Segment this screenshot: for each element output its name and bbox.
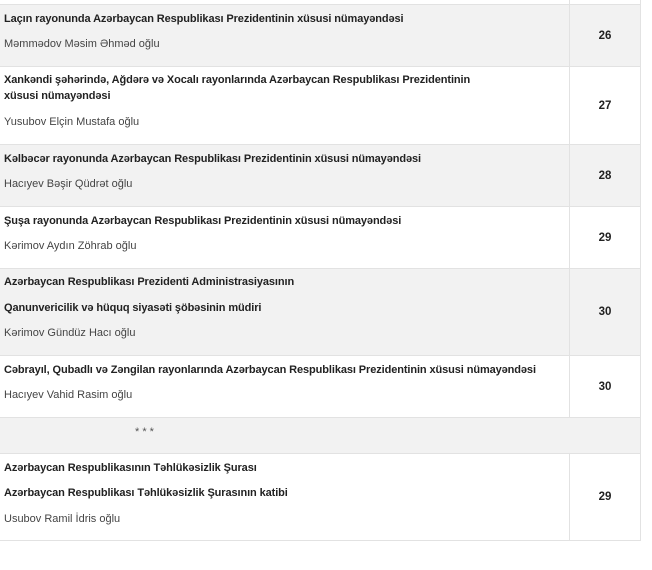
separator-row: * * * <box>0 418 640 454</box>
position-title: Şuşa rayonunda Azərbaycan Respublikası P… <box>4 215 402 227</box>
table-row: Şuşa rayonunda Azərbaycan Respublikası P… <box>0 207 640 269</box>
number-cell: 30 <box>598 380 612 393</box>
position-title: Cəbrayıl, Qubadlı və Zəngilan rayonların… <box>4 364 536 376</box>
number-cell: 27 <box>598 99 612 112</box>
position-cell: Laçın rayonunda Azərbaycan Respublikası … <box>0 5 570 66</box>
position-subtitle: Qanunvericilik və hüquq siyasəti şöbəsin… <box>4 302 262 314</box>
position-cell: Xankəndi şəhərində, Ağdərə və Xocalı ray… <box>0 67 570 144</box>
table-row: Azərbaycan Respublikası Prezidenti Admin… <box>0 269 640 356</box>
table-row: Azərbaycan Respublikasının Təhlükəsizlik… <box>0 454 640 541</box>
person-name: Usubov Ramil İdris oğlu <box>4 513 121 525</box>
position-title: Azərbaycan Respublikasının Təhlükəsizlik… <box>4 462 257 474</box>
table-row-partial <box>0 0 640 5</box>
position-cell: Cəbrayıl, Qubadlı və Zəngilan rayonların… <box>0 356 570 417</box>
person-name: Məmmədov Məsim Əhməd oğlu <box>4 38 160 50</box>
position-cell: Azərbaycan Respublikası Prezidenti Admin… <box>0 269 570 355</box>
position-title: Kəlbəcər rayonunda Azərbaycan Respublika… <box>4 153 421 165</box>
cell <box>0 0 570 4</box>
position-cell: Kəlbəcər rayonunda Azərbaycan Respublika… <box>0 145 570 206</box>
table-row: Kəlbəcər rayonunda Azərbaycan Respublika… <box>0 145 640 207</box>
position-subtitle: Azərbaycan Respublikası Təhlükəsizlik Şu… <box>4 487 288 499</box>
number-cell: 28 <box>598 169 612 182</box>
person-name: Kərimov Gündüz Hacı oğlu <box>4 327 136 339</box>
officials-table: Laçın rayonunda Azərbaycan Respublikası … <box>0 0 641 541</box>
number-cell: 30 <box>598 306 612 318</box>
person-name: Kərimov Aydın Zöhrab oğlu <box>4 240 137 252</box>
number-cell: 26 <box>598 29 612 42</box>
number-cell: 29 <box>598 231 612 244</box>
table-row: Laçın rayonunda Azərbaycan Respublikası … <box>0 5 640 67</box>
separator-stars: * * * <box>135 426 154 438</box>
table-row: Xankəndi şəhərində, Ağdərə və Xocalı ray… <box>0 67 640 145</box>
number-cell: 29 <box>598 491 612 503</box>
person-name: Hacıyev Vahid Rasim oğlu <box>4 389 133 401</box>
position-cell: Azərbaycan Respublikasının Təhlükəsizlik… <box>0 454 570 540</box>
position-cell: Şuşa rayonunda Azərbaycan Respublikası P… <box>0 207 570 268</box>
person-name: Hacıyev Bəşir Qüdrət oğlu <box>4 178 133 190</box>
position-title: Xankəndi şəhərində, Ağdərə və Xocalı ray… <box>4 74 471 102</box>
table-row: Cəbrayıl, Qubadlı və Zəngilan rayonların… <box>0 356 640 418</box>
person-name: Yusubov Elçin Mustafa oğlu <box>4 116 140 128</box>
position-title: Laçın rayonunda Azərbaycan Respublikası … <box>4 13 404 25</box>
position-title: Azərbaycan Respublikası Prezidenti Admin… <box>4 276 295 288</box>
